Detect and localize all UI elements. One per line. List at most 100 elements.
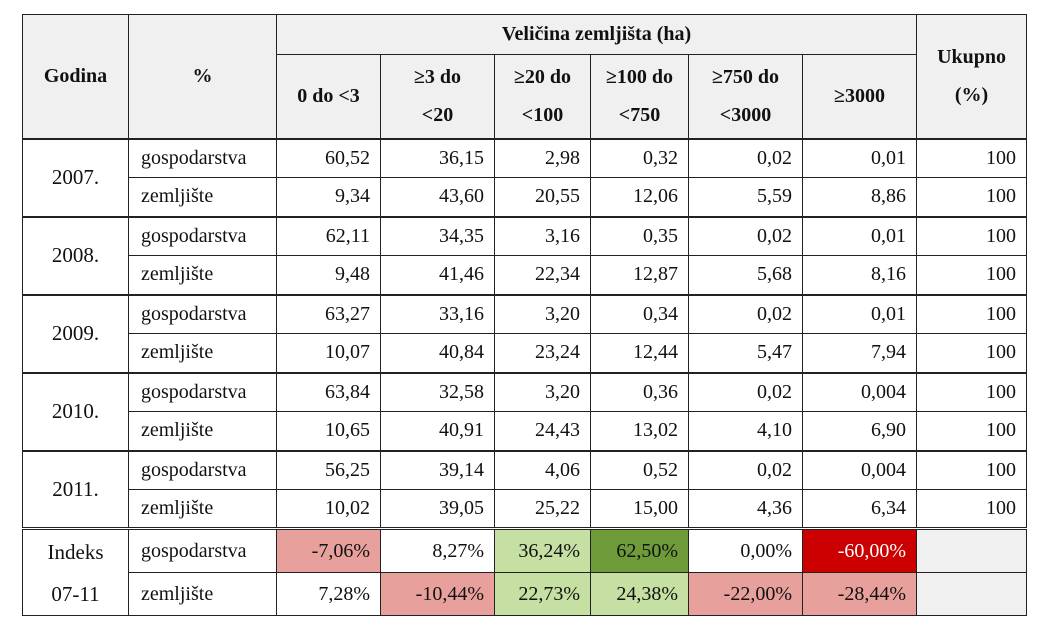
row-label: zemljište [128, 177, 277, 217]
value-cell: 60,52 [276, 137, 381, 178]
value-cell: 0,02 [688, 137, 803, 178]
row-label: zemljište [128, 489, 277, 529]
index-value-cell: -28,44% [801, 572, 918, 616]
table-row: 2011. gospodarstva 56,25 39,14 4,06 0,52 0,02 0… [22, 449, 1028, 529]
value-cell: 9,34 [276, 177, 381, 217]
index-label-line1: Indeks [47, 539, 104, 564]
value-cell: 40,91 [380, 411, 495, 451]
value-cell: 3,16 [494, 215, 591, 256]
value-cell: 56,25 [276, 449, 381, 490]
value-cell: 25,22 [494, 489, 591, 529]
index-value-cell: 0,00% [688, 527, 803, 573]
value-cell: 62,11 [276, 215, 381, 256]
header-godina: Godina [22, 14, 129, 139]
row-label: zemljište [128, 411, 277, 451]
value-cell: 0,32 [590, 137, 689, 178]
value-cell: 34,35 [380, 215, 495, 256]
index-value-cell: 22,73% [494, 572, 591, 616]
header-size-class-line1: ≥3 do [413, 66, 462, 89]
year-cell: 2007. [22, 137, 129, 217]
total-cell: 100 [916, 489, 1028, 529]
value-cell: 41,46 [380, 255, 495, 295]
value-cell: 39,05 [380, 489, 495, 529]
index-total-cell [916, 527, 1028, 573]
year-cell: 2010. [22, 371, 129, 451]
header-size-class: ≥3000 [801, 54, 918, 139]
index-value-cell: -7,06% [276, 527, 381, 573]
value-cell: 0,02 [688, 293, 803, 334]
total-cell: 100 [916, 177, 1028, 217]
index-value-cell: -22,00% [688, 572, 803, 616]
value-cell: 0,01 [801, 215, 918, 256]
value-cell: 15,00 [590, 489, 689, 529]
index-value-cell: 7,28% [276, 572, 381, 616]
index-value-cell: -10,44% [380, 572, 495, 616]
value-cell: 0,52 [590, 449, 689, 490]
row-label: gospodarstva [128, 137, 277, 178]
value-cell: 0,004 [801, 449, 918, 490]
value-cell: 3,20 [494, 371, 591, 412]
land-size-table: Godina % Veličina zemljišta (ha) Ukupno … [22, 14, 1028, 616]
value-cell: 23,24 [494, 333, 591, 373]
value-cell: 4,06 [494, 449, 591, 490]
header-size-class: 0 do <3 [276, 54, 381, 139]
value-cell: 0,34 [590, 293, 689, 334]
index-row-label: gospodarstva [128, 527, 277, 573]
table-row: zemljište 10,02 39,05 25,22 15,00 4,36 6,34 100 [23, 489, 1028, 529]
header-ukupno-line1: Ukupno [937, 46, 1007, 69]
table-row: 2009. gospodarstva 63,27 33,16 3,20 0,34 0,02 0… [22, 293, 1028, 373]
value-cell: 36,15 [380, 137, 495, 178]
value-cell: 6,34 [801, 489, 918, 529]
header-size-class-line2: <750 [618, 104, 661, 127]
header-size-class-line1: ≥100 do [605, 66, 674, 89]
row-label: gospodarstva [128, 215, 277, 256]
table-row: zemljište 10,65 40,91 24,43 13,02 4,10 6,90 100 [23, 411, 1028, 451]
table-row: zemljište 9,48 41,46 22,34 12,87 5,68 8,16 100 [23, 255, 1028, 295]
value-cell: 10,02 [276, 489, 381, 529]
value-cell: 22,34 [494, 255, 591, 295]
index-value-cell: -60,00% [801, 527, 918, 573]
header-ukupno: Ukupno (%) [916, 14, 1028, 139]
total-cell: 100 [916, 293, 1028, 334]
header-size-class-line2: <3000 [719, 104, 772, 127]
total-cell: 100 [916, 411, 1028, 451]
value-cell: 32,58 [380, 371, 495, 412]
value-cell: 63,27 [276, 293, 381, 334]
value-cell: 8,16 [801, 255, 918, 295]
total-cell: 100 [916, 137, 1028, 178]
value-cell: 6,90 [801, 411, 918, 451]
row-label: gospodarstva [128, 293, 277, 334]
year-cell: 2009. [22, 293, 129, 373]
table-row: 2010. gospodarstva 63,84 32,58 3,20 0,36 0,02 0… [22, 371, 1028, 451]
total-cell: 100 [916, 215, 1028, 256]
header-land-size-group: Veličina zemljišta (ha) [275, 14, 918, 55]
value-cell: 24,43 [494, 411, 591, 451]
value-cell: 0,36 [590, 371, 689, 412]
value-cell: 4,10 [688, 411, 803, 451]
value-cell: 9,48 [276, 255, 381, 295]
index-value-cell: 62,50% [590, 527, 689, 573]
value-cell: 8,86 [801, 177, 918, 217]
index-row: Indeks 07-11 gospodarstva -7,06% 8,27% 36,24%… [22, 527, 1028, 616]
index-row-label: zemljište [128, 572, 277, 616]
value-cell: 63,84 [276, 371, 381, 412]
value-cell: 40,84 [380, 333, 495, 373]
header-ukupno-line2: (%) [954, 84, 989, 107]
value-cell: 0,01 [801, 137, 918, 178]
value-cell: 4,36 [688, 489, 803, 529]
total-cell: 100 [916, 371, 1028, 412]
value-cell: 0,01 [801, 293, 918, 334]
value-cell: 5,47 [688, 333, 803, 373]
row-label: zemljište [128, 333, 277, 373]
index-value-cell: 24,38% [590, 572, 689, 616]
header-size-class: ≥3 do <20 [380, 54, 495, 139]
header-size-class-line1: ≥750 do [711, 66, 780, 89]
value-cell: 20,55 [494, 177, 591, 217]
table-row: zemljište 9,34 43,60 20,55 12,06 5,59 8,86 100 [23, 177, 1028, 217]
value-cell: 10,65 [276, 411, 381, 451]
header-size-class: ≥750 do <3000 [688, 54, 803, 139]
header-percent: % [128, 14, 277, 139]
index-label-line2: 07-11 [51, 581, 100, 606]
header-size-class: ≥20 do <100 [494, 54, 591, 139]
value-cell: 5,68 [688, 255, 803, 295]
